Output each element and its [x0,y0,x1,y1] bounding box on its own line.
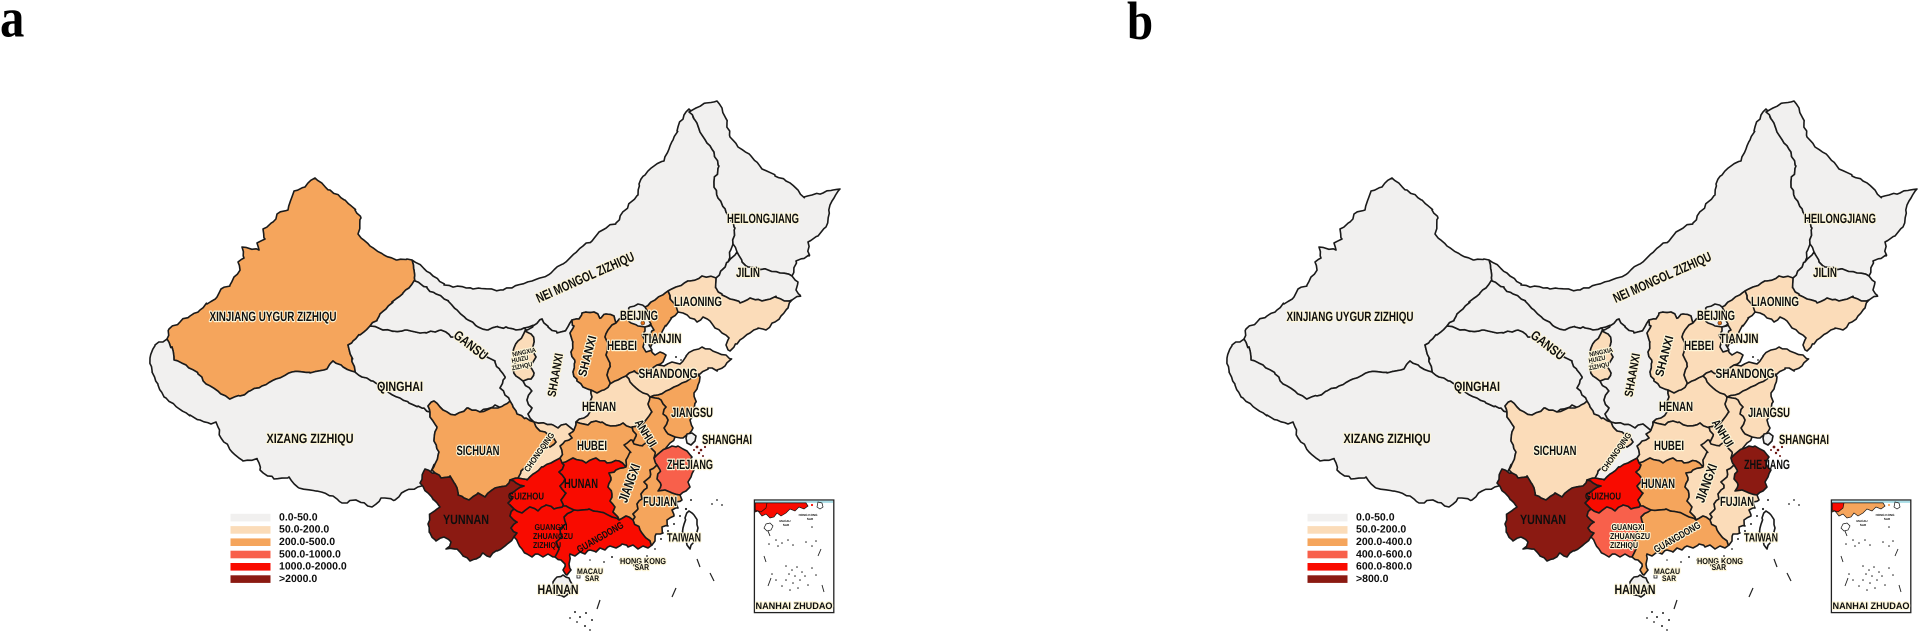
svg-text:'SAR: 'SAR [633,562,649,572]
svg-text:YUNNAN: YUNNAN [443,512,489,527]
svg-text:0.0-50.0: 0.0-50.0 [279,511,318,523]
svg-text:HUBEI: HUBEI [577,438,607,453]
svg-text:ZHUANGZU: ZHUANGZU [1610,531,1650,541]
svg-text:LIAONING: LIAONING [674,294,722,309]
svg-text:TAIWAN: TAIWAN [667,530,701,544]
svg-text:HUNAN: HUNAN [1641,476,1675,491]
svg-text:JIANGSU: JIANGSU [671,405,713,420]
svg-text:SAR: SAR [783,523,790,527]
svg-text:TAIWAN: TAIWAN [1744,530,1778,544]
svg-text:b: b [1127,0,1153,51]
svg-text:XIZANG ZIZHIQU: XIZANG ZIZHIQU [267,431,354,446]
svg-text:50.0-200.0: 50.0-200.0 [1356,524,1406,536]
svg-text:HONG KONG: HONG KONG [1876,513,1896,517]
svg-text:GUANGXI: GUANGXI [535,522,568,532]
svg-text:JILIN: JILIN [1813,265,1837,280]
svg-text:SHANDONG: SHANDONG [1716,366,1775,381]
svg-text:HEILONGJIANG: HEILONGJIANG [1804,211,1876,226]
svg-text:TIANJIN: TIANJIN [1720,331,1759,346]
svg-text:SHANDONG: SHANDONG [639,366,698,381]
svg-text:600.0-800.0: 600.0-800.0 [1356,561,1412,573]
svg-text:MACAU: MACAU [577,567,603,576]
svg-text:SHANGHAI: SHANGHAI [702,432,752,447]
svg-text:FUJIAN: FUJIAN [643,494,677,509]
svg-text:SICHUAN: SICHUAN [457,443,500,458]
svg-text:HUNAN: HUNAN [564,476,598,491]
svg-text:LIAONING: LIAONING [1751,294,1799,309]
svg-text:SAR: SAR [807,517,814,521]
svg-text:400.0-600.0: 400.0-600.0 [1356,548,1412,560]
svg-text:ZIZHIQU: ZIZHIQU [1610,540,1638,550]
svg-text:BEIJING: BEIJING [1697,308,1735,323]
svg-text:SICHUAN: SICHUAN [1534,443,1577,458]
svg-text:XIZANG ZIZHIQU: XIZANG ZIZHIQU [1344,431,1431,446]
svg-text:200.0-500.0: 200.0-500.0 [279,536,335,548]
svg-text:BEIJING: BEIJING [620,308,658,323]
svg-text:JILIN: JILIN [736,265,760,280]
svg-text:FUJIAN: FUJIAN [1720,494,1754,509]
svg-text:SAR: SAR [1884,517,1891,521]
svg-text:ZHUANGZU: ZHUANGZU [533,531,573,541]
svg-text:HEBEI: HEBEI [1684,338,1714,353]
svg-text:HENAN: HENAN [582,399,616,414]
svg-text:NANHAI ZHUDAO: NANHAI ZHUDAO [756,601,833,612]
svg-text:GUIZHOU: GUIZHOU [508,492,544,503]
svg-text:ZHEJIANG: ZHEJIANG [667,457,713,472]
svg-text:HAINAN: HAINAN [1615,582,1656,597]
svg-text:SAR: SAR [1662,574,1676,583]
svg-text:SAR: SAR [585,574,599,583]
svg-text:JIANGSU: JIANGSU [1748,405,1790,420]
svg-text:GUANGXI: GUANGXI [1612,522,1645,532]
svg-text:XINJIANG UYGUR ZIZHIQU: XINJIANG UYGUR ZIZHIQU [210,309,337,324]
svg-text:NANHAI ZHUDAO: NANHAI ZHUDAO [1833,601,1910,612]
svg-text:GUIZHOU: GUIZHOU [1585,492,1621,503]
svg-text:HONG KONG: HONG KONG [620,556,666,566]
svg-text:1000.0-2000.0: 1000.0-2000.0 [279,561,347,573]
svg-text:QINGHAI: QINGHAI [1454,379,1500,394]
svg-text:SAR: SAR [1860,523,1867,527]
svg-text:>800.0: >800.0 [1356,573,1389,585]
svg-text:YUNNAN: YUNNAN [1520,512,1566,527]
svg-text:'SAR: 'SAR [1710,562,1726,572]
svg-text:HEILONGJIANG: HEILONGJIANG [727,211,799,226]
svg-text:XINJIANG UYGUR ZIZHIQU: XINJIANG UYGUR ZIZHIQU [1287,309,1414,324]
svg-text:QINGHAI: QINGHAI [377,379,423,394]
svg-text:HONG KONG: HONG KONG [799,513,819,517]
svg-text:HAINAN: HAINAN [538,582,579,597]
svg-text:SHANGHAI: SHANGHAI [1779,432,1829,447]
svg-text:200.0-400.0: 200.0-400.0 [1356,536,1412,548]
svg-text:500.0-1000.0: 500.0-1000.0 [279,548,341,560]
svg-text:MACAU: MACAU [1654,567,1680,576]
svg-text:TIANJIN: TIANJIN [643,331,682,346]
svg-text:ZIZHIQU: ZIZHIQU [533,540,561,550]
svg-text:MACAU: MACAU [779,519,790,523]
svg-text:HENAN: HENAN [1659,399,1693,414]
svg-text:a: a [0,0,24,50]
svg-text:0.0-50.0: 0.0-50.0 [1356,511,1395,523]
svg-text:ZHEJIANG: ZHEJIANG [1744,457,1790,472]
svg-text:>2000.0: >2000.0 [279,573,317,585]
svg-text:HEBEI: HEBEI [607,338,637,353]
svg-text:HONG KONG: HONG KONG [1697,556,1743,566]
svg-text:50.0-200.0: 50.0-200.0 [279,524,329,536]
svg-text:HUBEI: HUBEI [1654,438,1684,453]
svg-text:MACAU: MACAU [1856,519,1867,523]
